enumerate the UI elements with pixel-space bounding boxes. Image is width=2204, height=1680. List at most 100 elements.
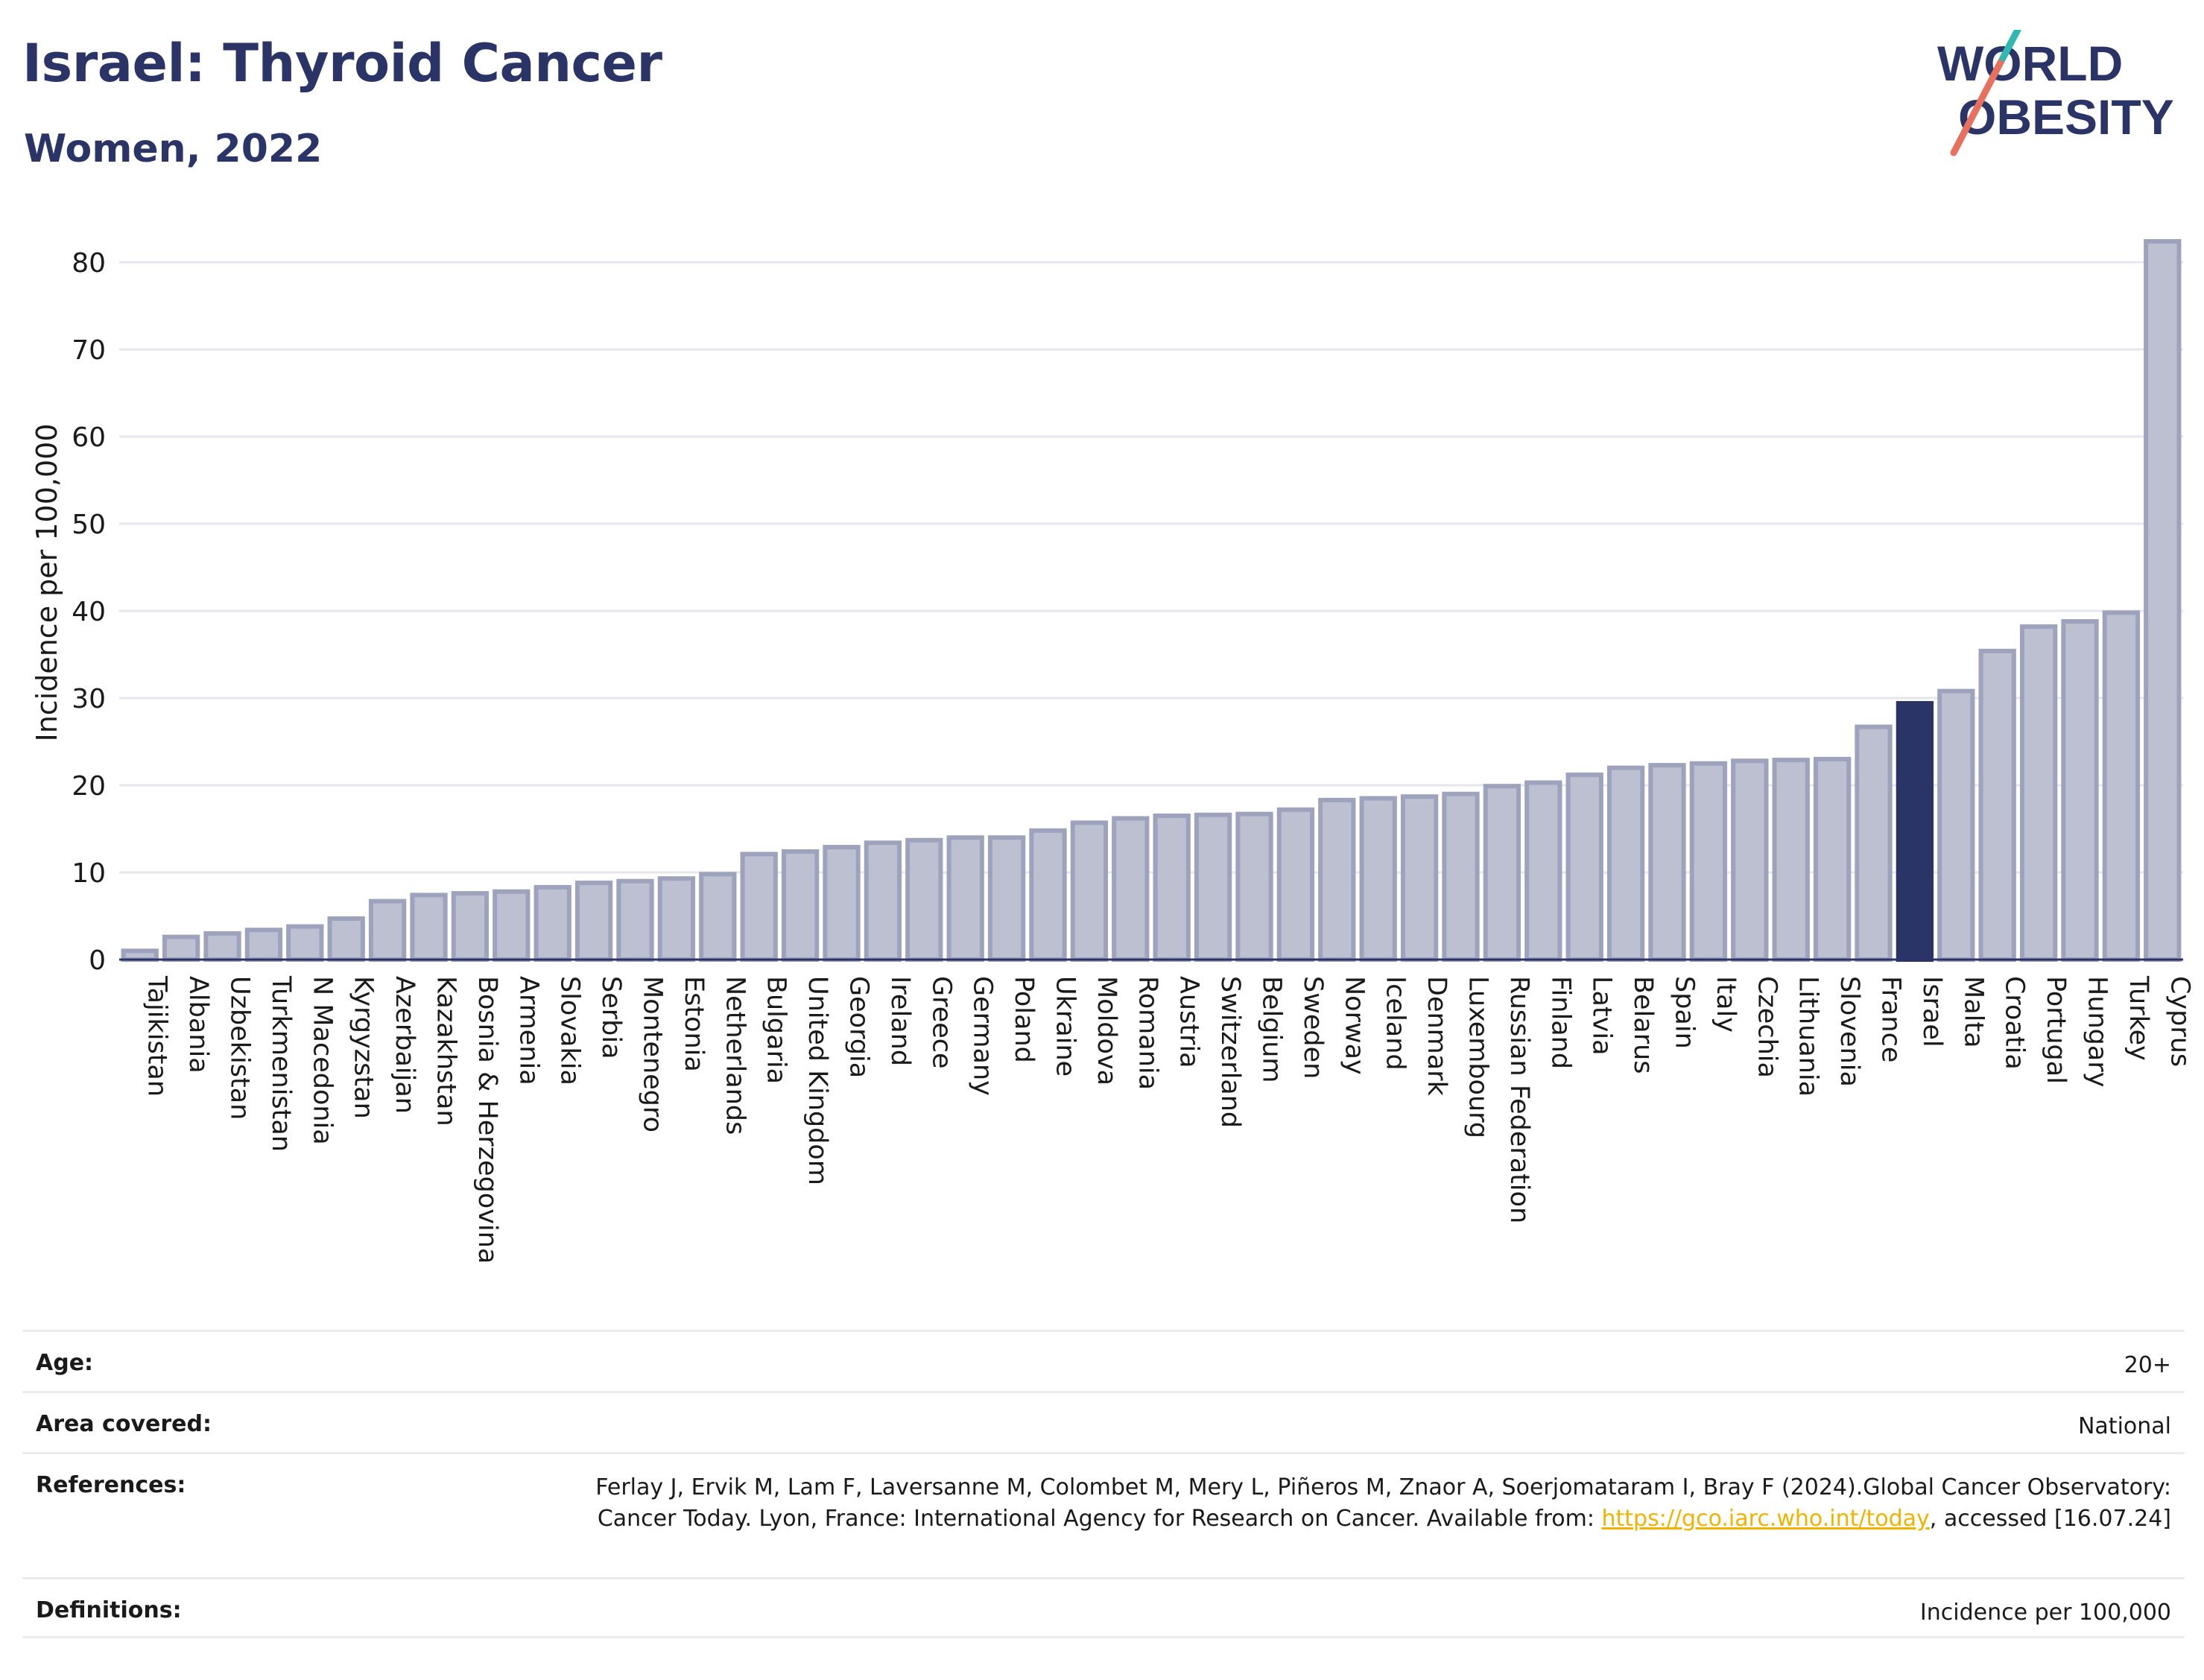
y-tick-label: 0 bbox=[89, 945, 106, 976]
bar-cyprus bbox=[2144, 238, 2182, 963]
bar-hungary bbox=[2061, 619, 2099, 962]
bar-italy bbox=[1689, 761, 1728, 962]
x-tick-label: Iceland bbox=[1381, 976, 1410, 1071]
world-obesity-logo: WORLD OBESITY bbox=[1937, 30, 2174, 156]
x-tick-label: Israel bbox=[1917, 976, 1947, 1047]
x-tick-label: Cyprus bbox=[2165, 976, 2194, 1067]
meta-value-definitions: Incidence per 100,000 bbox=[1919, 1600, 2171, 1626]
x-tick-label: Bosnia & Herzegovina bbox=[472, 976, 502, 1264]
x-tick-label: Greece bbox=[926, 976, 956, 1069]
meta-row-references: References: Ferlay J, Ervik M, Lam F, La… bbox=[22, 1452, 2185, 1577]
x-tick-label: Spain bbox=[1670, 976, 1700, 1049]
meta-value-references: Ferlay J, Ervik M, Lam F, Laversanne M, … bbox=[532, 1472, 2171, 1535]
bar-malta bbox=[1937, 688, 1975, 962]
y-tick-label: 10 bbox=[72, 858, 106, 889]
bar-slovenia bbox=[1813, 756, 1852, 963]
reference-text: Ferlay J, Ervik M, Lam F, Laversanne M, … bbox=[595, 1474, 2171, 1532]
bar-ireland bbox=[864, 840, 902, 962]
meta-value-age: 20+ bbox=[2124, 1352, 2171, 1378]
bar-azerbaijan bbox=[368, 898, 407, 962]
bar-united-kingdom bbox=[781, 849, 820, 963]
bar-romania bbox=[1112, 816, 1150, 962]
bar-estonia bbox=[657, 876, 696, 962]
meta-value-area: National bbox=[2077, 1413, 2171, 1439]
bar-chart: 0 10 20 30 40 50 60 70 80 Tajikistan Albania Uzbek… bbox=[31, 238, 2194, 1264]
bar-luxembourg bbox=[1442, 791, 1480, 962]
x-axis: Tajikistan Albania Uzbekistan Turkmenistan N… bbox=[119, 958, 2194, 1264]
y-tick-label: 80 bbox=[72, 248, 106, 279]
bar-germany bbox=[946, 835, 984, 962]
logo-slash-teal bbox=[1999, 30, 2021, 62]
meta-label-references: References: bbox=[36, 1472, 186, 1498]
x-tick-label: Turkey bbox=[2124, 975, 2153, 1061]
y-axis: 0 10 20 30 40 50 60 70 80 bbox=[72, 248, 106, 976]
bar-switzerland bbox=[1194, 812, 1232, 963]
bar-n-macedonia bbox=[286, 924, 324, 963]
bar-latvia bbox=[1565, 772, 1603, 962]
x-tick-label: Slovenia bbox=[1834, 976, 1864, 1087]
bar-norway bbox=[1318, 797, 1356, 963]
meta-label-age: Age: bbox=[36, 1350, 94, 1376]
x-tick-label: Croatia bbox=[2000, 976, 2030, 1070]
x-tick-label: Luxembourg bbox=[1463, 976, 1493, 1138]
x-tick-label: Armenia bbox=[513, 976, 543, 1085]
x-tick-label: Moldova bbox=[1092, 976, 1121, 1085]
y-tick-label: 60 bbox=[72, 422, 106, 453]
metadata-table: Age: 20+ Area covered: National Referenc… bbox=[22, 1330, 2185, 1638]
x-tick-label: Netherlands bbox=[720, 976, 750, 1135]
x-tick-label: Lithuania bbox=[1793, 976, 1823, 1097]
x-tick-label: Kyrgyzstan bbox=[349, 976, 379, 1119]
x-tick-label: Sweden bbox=[1298, 976, 1328, 1079]
x-tick-label: Bulgaria bbox=[761, 976, 791, 1084]
bar-czechia bbox=[1731, 758, 1769, 962]
bar-turkey bbox=[2102, 610, 2141, 963]
bar-finland bbox=[1524, 780, 1562, 962]
bar-bosnia-herzegovina bbox=[451, 891, 490, 962]
bar-belarus bbox=[1606, 765, 1645, 962]
x-tick-label: Switzerland bbox=[1215, 976, 1245, 1128]
x-tick-label: Albania bbox=[183, 976, 213, 1074]
x-tick-label: Serbia bbox=[596, 976, 626, 1059]
bar-netherlands bbox=[699, 872, 737, 962]
bar-sweden bbox=[1276, 807, 1315, 963]
meta-row-area: Area covered: National bbox=[22, 1391, 2185, 1452]
bar-portugal bbox=[2019, 624, 2058, 962]
x-tick-label: Ukraine bbox=[1051, 976, 1080, 1077]
x-tick-label: Latvia bbox=[1587, 976, 1617, 1056]
y-tick-label: 70 bbox=[72, 335, 106, 366]
x-tick-label: N Macedonia bbox=[307, 976, 337, 1145]
bar-bulgaria bbox=[740, 852, 778, 963]
bar-greece bbox=[905, 837, 943, 962]
bar-lithuania bbox=[1772, 758, 1810, 962]
bar-georgia bbox=[823, 845, 861, 962]
bar-israel bbox=[1896, 701, 1934, 963]
bar-iceland bbox=[1359, 796, 1397, 963]
bar-croatia bbox=[1978, 648, 2016, 962]
x-tick-label: Slovakia bbox=[555, 976, 585, 1085]
bar-tajikistan bbox=[121, 948, 159, 963]
x-tick-label: Tajikistan bbox=[142, 975, 172, 1097]
meta-row-definitions: Definitions: Incidence per 100,000 bbox=[22, 1577, 2185, 1638]
x-tick-label: Georgia bbox=[844, 976, 874, 1078]
x-tick-label: Belarus bbox=[1628, 976, 1658, 1074]
reference-accessed: , accessed [16.07.24] bbox=[1929, 1506, 2171, 1532]
bar-france bbox=[1855, 724, 1893, 962]
logo-line1: WORLD bbox=[1937, 36, 2123, 91]
bar-denmark bbox=[1400, 794, 1439, 962]
bar-ukraine bbox=[1029, 828, 1067, 962]
reference-link[interactable]: https://gco.iarc.who.int/today bbox=[1601, 1506, 1930, 1532]
x-tick-label: Ireland bbox=[885, 976, 915, 1066]
bar-russian-federation bbox=[1483, 784, 1521, 963]
y-tick-label: 30 bbox=[72, 684, 106, 714]
bar-montenegro bbox=[616, 878, 654, 962]
x-tick-label: Romania bbox=[1133, 976, 1162, 1090]
bar-albania bbox=[162, 934, 200, 962]
x-tick-label: France bbox=[1876, 976, 1906, 1062]
x-tick-label: Estonia bbox=[679, 976, 709, 1072]
y-tick-label: 50 bbox=[72, 510, 106, 540]
y-tick-label: 20 bbox=[72, 771, 106, 802]
meta-row-age: Age: 20+ bbox=[22, 1330, 2185, 1391]
bar-uzbekistan bbox=[203, 931, 241, 963]
bar-poland bbox=[987, 835, 1026, 962]
x-tick-label: Finland bbox=[1545, 976, 1575, 1069]
